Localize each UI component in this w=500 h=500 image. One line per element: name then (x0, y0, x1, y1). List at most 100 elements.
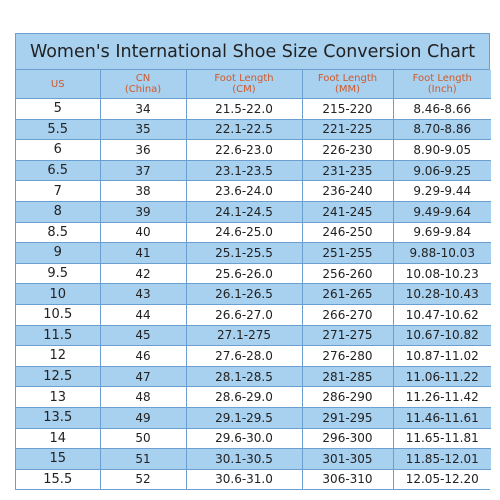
foot-length-inch-cell: 10.87-11.02 (393, 345, 491, 367)
foot-length-cm-cell: 28.1-28.5 (186, 366, 303, 388)
us-size-cell: 5.5 (16, 119, 101, 141)
table-row: 9.5 42 25.6-26.0 256-260 10.08-10.23 (16, 263, 491, 285)
table-row: 10 43 26.1-26.5 261-265 10.28-10.43 (16, 283, 491, 305)
foot-length-mm-cell: 271-275 (302, 325, 394, 347)
table-row: 6 36 22.6-23.0 226-230 8.90-9.05 (16, 139, 491, 161)
foot-length-cm-cell: 25.1-25.5 (186, 242, 303, 264)
cn-size-cell: 51 (100, 448, 187, 470)
foot-length-cm-cell: 29.1-29.5 (186, 407, 303, 429)
header-us: US (16, 70, 101, 99)
chart-title: Women's International Shoe Size Conversi… (16, 34, 489, 70)
header-cn-line1: CN (135, 73, 151, 84)
foot-length-mm-cell: 291-295 (302, 407, 394, 429)
us-size-cell: 12 (16, 345, 101, 367)
cn-size-cell: 49 (100, 407, 187, 429)
foot-length-inch-cell: 9.06-9.25 (393, 160, 491, 182)
cn-size-cell: 48 (100, 386, 187, 408)
table-row: 5.5 35 22.1-22.5 221-225 8.70-8.86 (16, 119, 491, 141)
foot-length-cm-cell: 24.1-24.5 (186, 201, 303, 223)
foot-length-inch-cell: 8.70-8.86 (393, 119, 491, 141)
foot-length-inch-cell: 9.49-9.64 (393, 201, 491, 223)
header-mm-line1: Foot Length (317, 73, 378, 84)
cn-size-cell: 37 (100, 160, 187, 182)
foot-length-mm-cell: 215-220 (302, 98, 394, 120)
foot-length-mm-cell: 246-250 (302, 222, 394, 244)
foot-length-inch-cell: 12.05-12.20 (393, 469, 491, 490)
table-row: 12 46 27.6-28.0 276-280 10.87-11.02 (16, 345, 491, 367)
foot-length-inch-cell: 9.69-9.84 (393, 222, 491, 244)
table-row: 6.5 37 23.1-23.5 231-235 9.06-9.25 (16, 160, 491, 182)
table-row: 5 34 21.5-22.0 215-220 8.46-8.66 (16, 98, 491, 120)
foot-length-mm-cell: 231-235 (302, 160, 394, 182)
foot-length-inch-cell: 11.46-11.61 (393, 407, 491, 429)
us-size-cell: 12.5 (16, 366, 101, 388)
us-size-cell: 5 (16, 98, 101, 120)
foot-length-inch-cell: 11.06-11.22 (393, 366, 491, 388)
foot-length-mm-cell: 261-265 (302, 283, 394, 305)
us-size-cell: 8 (16, 201, 101, 223)
foot-length-cm-cell: 23.6-24.0 (186, 180, 303, 202)
header-inch-line1: Foot Length (412, 73, 472, 84)
foot-length-cm-cell: 30.1-30.5 (186, 448, 303, 470)
us-size-cell: 13 (16, 386, 101, 408)
foot-length-mm-cell: 256-260 (302, 263, 394, 285)
table-row: 14 50 29.6-30.0 296-300 11.65-11.81 (16, 428, 491, 450)
foot-length-mm-cell: 241-245 (302, 201, 394, 223)
table-row: 15.5 52 30.6-31.0 306-310 12.05-12.20 (16, 469, 491, 490)
cn-size-cell: 42 (100, 263, 187, 285)
table-body: 5 34 21.5-22.0 215-220 8.46-8.66 5.5 35 22.1-22… (16, 98, 491, 490)
header-cm-line2: (CM) (232, 84, 256, 95)
header-inch-line2: (Inch) (427, 84, 457, 95)
us-size-cell: 6.5 (16, 160, 101, 182)
size-table: US CN (China) Foot Length (CM) Foot Leng… (16, 70, 491, 490)
header-mm-line2: (MM) (334, 84, 361, 95)
table-row: 11.5 45 27.1-275 271-275 10.67-10.82 (16, 325, 491, 347)
foot-length-cm-cell: 21.5-22.0 (186, 98, 303, 120)
table-row: 13.5 49 29.1-29.5 291-295 11.46-11.61 (16, 407, 491, 429)
us-size-cell: 6 (16, 139, 101, 161)
cn-size-cell: 41 (100, 242, 187, 264)
header-cn-line2: (China) (124, 84, 162, 95)
foot-length-cm-cell: 29.6-30.0 (186, 428, 303, 450)
foot-length-mm-cell: 236-240 (302, 180, 394, 202)
foot-length-cm-cell: 23.1-23.5 (186, 160, 303, 182)
cn-size-cell: 52 (100, 469, 187, 490)
us-size-cell: 15 (16, 448, 101, 470)
foot-length-cm-cell: 22.6-23.0 (186, 139, 303, 161)
cn-size-cell: 35 (100, 119, 187, 141)
foot-length-mm-cell: 281-285 (302, 366, 394, 388)
header-row: US CN (China) Foot Length (CM) Foot Leng… (16, 70, 491, 99)
foot-length-inch-cell: 10.67-10.82 (393, 325, 491, 347)
foot-length-mm-cell: 221-225 (302, 119, 394, 141)
foot-length-inch-cell: 10.47-10.62 (393, 304, 491, 326)
foot-length-cm-cell: 24.6-25.0 (186, 222, 303, 244)
foot-length-mm-cell: 286-290 (302, 386, 394, 408)
cn-size-cell: 47 (100, 366, 187, 388)
foot-length-cm-cell: 30.6-31.0 (186, 469, 303, 490)
table-row: 12.5 47 28.1-28.5 281-285 11.06-11.22 (16, 366, 491, 388)
foot-length-inch-cell: 10.08-10.23 (393, 263, 491, 285)
foot-length-mm-cell: 251-255 (302, 242, 394, 264)
foot-length-mm-cell: 306-310 (302, 469, 394, 490)
us-size-cell: 14 (16, 428, 101, 450)
foot-length-cm-cell: 27.6-28.0 (186, 345, 303, 367)
table-row: 8 39 24.1-24.5 241-245 9.49-9.64 (16, 201, 491, 223)
cn-size-cell: 44 (100, 304, 187, 326)
foot-length-inch-cell: 8.46-8.66 (393, 98, 491, 120)
foot-length-inch-cell: 9.88-10.03 (393, 242, 491, 264)
table-row: 9 41 25.1-25.5 251-255 9.88-10.03 (16, 242, 491, 264)
table-row: 15 51 30.1-30.5 301-305 11.85-12.01 (16, 448, 491, 470)
foot-length-inch-cell: 10.28-10.43 (393, 283, 491, 305)
us-size-cell: 9.5 (16, 263, 101, 285)
foot-length-inch-cell: 11.65-11.81 (393, 428, 491, 450)
foot-length-inch-cell: 8.90-9.05 (393, 139, 491, 161)
foot-length-inch-cell: 9.29-9.44 (393, 180, 491, 202)
cn-size-cell: 36 (100, 139, 187, 161)
foot-length-inch-cell: 11.85-12.01 (393, 448, 491, 470)
us-size-cell: 9 (16, 242, 101, 264)
cn-size-cell: 50 (100, 428, 187, 450)
header-foot-length-inch: Foot Length (Inch) (393, 70, 491, 99)
foot-length-cm-cell: 26.1-26.5 (186, 283, 303, 305)
foot-length-cm-cell: 28.6-29.0 (186, 386, 303, 408)
table-row: 13 48 28.6-29.0 286-290 11.26-11.42 (16, 386, 491, 408)
